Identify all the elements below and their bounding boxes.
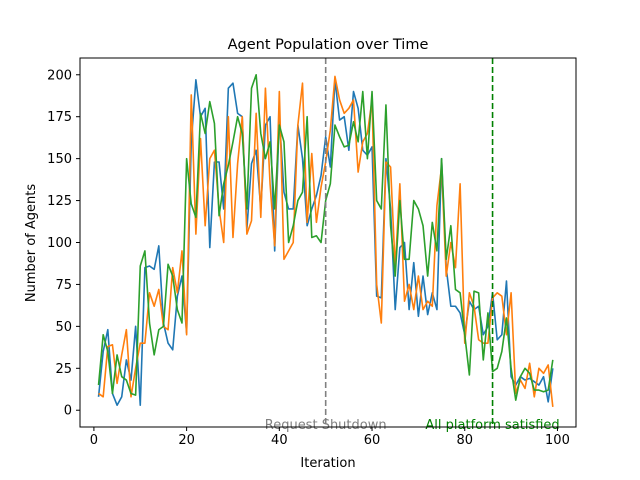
y-tick-label: 200 <box>47 68 72 83</box>
y-tick-label: 150 <box>47 152 72 167</box>
x-axis-title: Iteration <box>300 456 355 471</box>
y-axis-title: Number of Agents <box>24 184 39 302</box>
x-axis: 0 20 40 60 80 100 <box>90 427 570 448</box>
x-tick-label: 20 <box>178 433 195 448</box>
vline-label-2: All platform satisfied <box>425 418 559 433</box>
y-axis: 0 25 50 75 100 125 150 175 200 <box>47 68 80 419</box>
vline-label-1: Request Shutdown <box>265 418 387 433</box>
x-tick-label: 40 <box>271 433 288 448</box>
vertical-markers: Request Shutdown All platform satisfied <box>265 58 560 433</box>
x-tick-label: 100 <box>545 433 570 448</box>
y-tick-label: 100 <box>47 236 72 251</box>
y-tick-label: 0 <box>64 404 72 419</box>
series-line-1 <box>97 79 554 407</box>
x-tick-label: 80 <box>456 433 473 448</box>
x-tick-label: 60 <box>364 433 381 448</box>
y-tick-label: 75 <box>55 278 72 293</box>
x-tick-label: 0 <box>90 433 98 448</box>
y-tick-label: 50 <box>55 320 72 335</box>
series-line-3 <box>97 73 554 401</box>
y-tick-label: 125 <box>47 194 72 209</box>
chart-title: Agent Population over Time <box>228 37 429 53</box>
y-tick-label: 25 <box>55 362 72 377</box>
y-tick-label: 175 <box>47 110 72 125</box>
